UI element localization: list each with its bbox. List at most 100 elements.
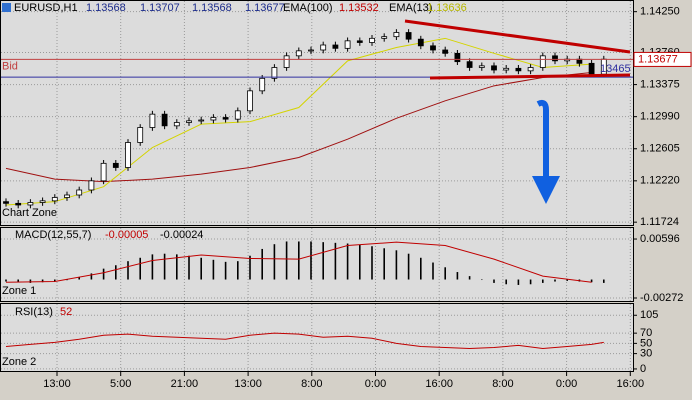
rsi-panel: [0, 303, 634, 372]
macd-bar: [407, 253, 410, 280]
candle-body: [100, 162, 107, 182]
macd-bar: [17, 279, 19, 283]
level-label: 13465: [600, 63, 631, 75]
arrow-shaft: [536, 99, 549, 180]
macd-bar: [5, 279, 7, 282]
candle-body: [588, 62, 595, 75]
candle-body: [51, 197, 58, 202]
candle-body: [259, 77, 266, 92]
candle-body: [186, 120, 192, 123]
main-panel: [0, 0, 634, 226]
candle-body: [161, 113, 168, 127]
candle-body: [381, 36, 388, 39]
x-tick-label: 16:00: [425, 378, 453, 390]
macd-bar: [66, 279, 68, 281]
candle-body: [247, 90, 253, 112]
macd-bar: [566, 279, 568, 281]
rsi-value: 52: [60, 306, 72, 318]
candle-body: [466, 61, 473, 68]
y-tick-label: 1.12220: [640, 175, 680, 187]
close-value: 1.13677: [245, 2, 285, 14]
x-tick-label: 5:00: [110, 378, 131, 390]
high-value: 1.13707: [140, 2, 180, 14]
macd-bar: [505, 279, 507, 285]
labels: EURUSD,H1 1.13568 1.13707 1.13568 1.1367…: [2, 2, 467, 368]
candle-body: [344, 40, 351, 49]
candle-body: [3, 201, 9, 204]
candle-body: [198, 119, 205, 122]
candle-body: [515, 67, 522, 72]
candle-body: [173, 122, 180, 127]
macd-bar: [54, 279, 56, 282]
macd-bar: [78, 277, 80, 280]
candle-body: [332, 44, 339, 49]
y-tick-label: 1.12990: [640, 111, 680, 123]
macd-bar: [237, 261, 239, 280]
macd-bar: [200, 257, 202, 280]
macd-bar: [151, 254, 154, 280]
macd-bar: [285, 241, 288, 280]
candle-body: [271, 67, 278, 79]
x-tick-label: 0:00: [365, 378, 386, 390]
price-box: [633, 51, 692, 67]
candle-body: [503, 67, 510, 71]
candle-body: [527, 67, 534, 72]
price-box-label: 1.13677: [638, 53, 678, 65]
macd-bar: [273, 244, 276, 280]
candle-body: [27, 202, 34, 206]
y-tick-label: 0: [640, 363, 646, 375]
ema-line: [5, 37, 592, 206]
macd-bar: [212, 259, 215, 280]
macd-bar: [529, 279, 532, 285]
macd-bar: [371, 246, 373, 280]
candle-body: [137, 127, 144, 143]
y-tick-label: 1.14250: [640, 6, 680, 18]
candle-body: [491, 65, 497, 71]
candle-body: [283, 55, 290, 68]
ema-name: EMA(100): [283, 2, 333, 14]
y-tick-label: 1.12605: [640, 143, 680, 155]
y-tick-label: 105: [640, 309, 658, 321]
candle-body: [210, 117, 217, 121]
candle-body: [539, 55, 546, 68]
macd-bar: [310, 241, 312, 280]
candle-body: [125, 142, 131, 168]
symbol-icon: [2, 3, 11, 12]
open-value: 1.13568: [86, 2, 126, 14]
macd-bar: [127, 261, 129, 280]
candle-body: [552, 55, 558, 62]
x-tick-label: 13:00: [234, 378, 262, 390]
y-tick-label: 1.11724: [640, 216, 679, 228]
macd-bar: [420, 257, 422, 280]
candle-body: [369, 37, 375, 43]
candle-body: [430, 45, 436, 51]
macd-signal-value: -0.00024: [160, 229, 203, 241]
macd-bar: [102, 268, 105, 280]
symbol: EURUSD,H1: [14, 2, 78, 14]
macd-bar: [456, 272, 459, 280]
macd-bar: [359, 244, 361, 280]
candle-body: [442, 49, 449, 54]
macd-bar: [444, 267, 446, 280]
macd-bar: [249, 255, 251, 280]
x-tick-label: 16:00: [617, 378, 645, 390]
candle-body: [15, 202, 22, 206]
y-tick-label: 1.13375: [640, 78, 680, 90]
x-tick-label: 8:00: [492, 378, 513, 390]
plot: [1, 29, 633, 349]
x-tick-label: 21:00: [171, 378, 199, 390]
macd-bar: [261, 248, 263, 280]
macd-bar: [29, 279, 32, 283]
macd-bar: [90, 273, 93, 280]
candle-body: [222, 117, 229, 120]
macd-bar: [176, 254, 178, 280]
macd-bar: [481, 279, 483, 281]
x-tick-label: 0:00: [556, 378, 577, 390]
candle-body: [454, 52, 461, 63]
candle-body: [88, 180, 95, 191]
y-tick-label: 0.00596: [640, 233, 680, 245]
y-tick-label: 30: [640, 348, 652, 360]
y-tick-label: 50: [640, 337, 652, 349]
macd-bar: [590, 279, 593, 283]
